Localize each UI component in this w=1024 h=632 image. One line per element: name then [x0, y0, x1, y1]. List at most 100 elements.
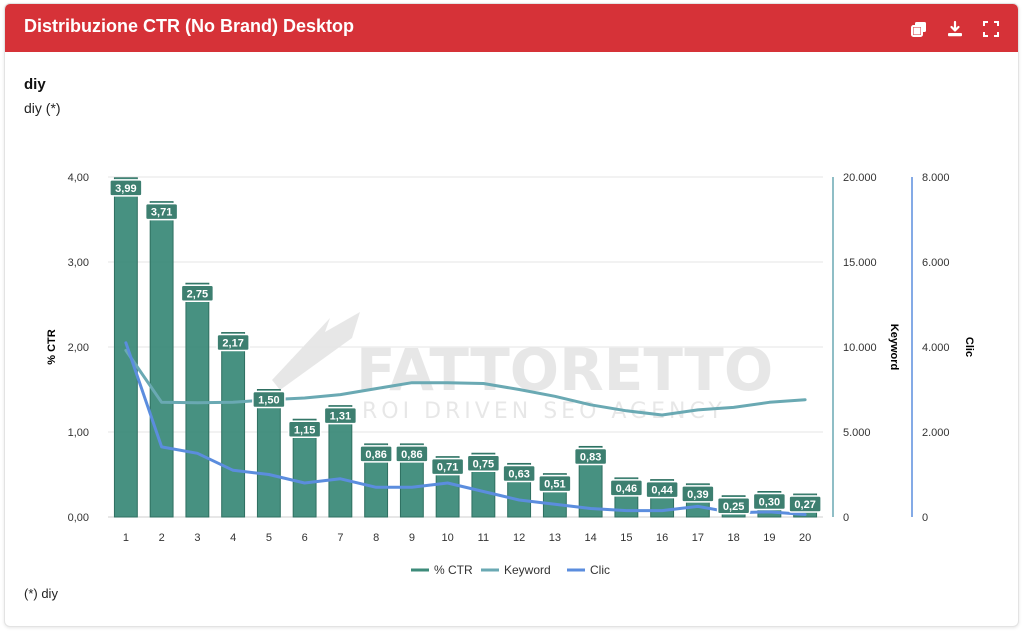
data-label-box — [144, 202, 179, 221]
data-label: 0,44 — [651, 485, 673, 497]
data-label-box — [752, 492, 787, 511]
chart-subtitle-bold: diy — [24, 76, 46, 93]
ctr-bar — [256, 389, 281, 518]
data-label-box — [359, 445, 393, 463]
data-label: 0,83 — [580, 451, 601, 463]
x-tick-label: 7 — [337, 532, 343, 544]
y-right2-tick-label: 0 — [922, 512, 928, 524]
data-label-box — [716, 497, 751, 515]
x-tick-label: 17 — [692, 532, 704, 544]
x-tick-label: 10 — [442, 532, 454, 544]
legend: % CTR Keyword Clic — [411, 563, 610, 577]
data-label-box — [109, 179, 143, 197]
y-right1-axis-title: Keyword — [888, 324, 900, 370]
chart-subtitle: diy (*) — [24, 100, 61, 116]
data-label: 0,27 — [794, 499, 815, 511]
copy-icon[interactable] — [910, 20, 928, 38]
y-right2-tick-label: 8.000 — [922, 172, 950, 184]
data-label-box — [395, 445, 429, 463]
y-left-tick-label: 0,00 — [68, 512, 89, 524]
data-label: 1,50 — [258, 395, 279, 407]
fullscreen-icon[interactable] — [982, 20, 1000, 38]
ctr-bar — [221, 332, 246, 518]
x-tick-label: 9 — [409, 532, 415, 544]
data-label: 0,86 — [401, 449, 422, 461]
ctr-bar — [185, 282, 210, 518]
axes: 0,001,002,003,004,0005.00010.00015.00020… — [46, 172, 975, 544]
data-label: 0,30 — [759, 497, 780, 509]
data-label: 0,51 — [544, 479, 565, 491]
y-right2-tick-label: 6.000 — [922, 257, 950, 269]
x-tick-label: 3 — [194, 532, 200, 544]
legend-item: Keyword — [504, 563, 551, 577]
data-label: 2,17 — [222, 338, 243, 350]
data-label-box — [252, 390, 286, 409]
keyword-line — [124, 348, 807, 417]
data-label: 0,46 — [616, 483, 637, 495]
ctr-bar — [149, 201, 174, 518]
data-label: 0,75 — [473, 458, 494, 470]
y-right2-axis-title: Clic — [963, 337, 975, 357]
card-title: Distribuzione CTR (No Brand) Desktop — [24, 16, 355, 36]
data-label: 3,99 — [115, 183, 136, 195]
data-label-box — [681, 485, 715, 503]
x-tick-label: 8 — [373, 532, 379, 544]
y-right1-tick-label: 15.000 — [843, 257, 877, 269]
y-right1-tick-label: 20.000 — [843, 172, 877, 184]
y-left-tick-label: 2,00 — [68, 342, 89, 354]
y-right1-tick-label: 10.000 — [843, 342, 877, 354]
ctr-bar — [328, 405, 353, 518]
data-label-box — [573, 447, 608, 466]
y-right2-tick-label: 2.000 — [922, 427, 950, 439]
data-label: 0,25 — [723, 501, 744, 513]
chart-footnote: (*) diy — [24, 586, 58, 601]
x-tick-label: 13 — [549, 532, 561, 544]
data-label-box — [287, 420, 322, 438]
x-tick-label: 20 — [799, 532, 811, 544]
x-tick-label: 15 — [620, 532, 632, 544]
watermark-name: FATTORETTO — [356, 336, 773, 404]
clic-line — [124, 341, 807, 516]
data-label: 2,75 — [187, 288, 208, 300]
y-left-tick-label: 1,00 — [68, 427, 89, 439]
y-left-tick-label: 3,00 — [68, 257, 89, 269]
watermark-tagline: ROI DRIVEN SEO AGENCY — [362, 399, 726, 424]
y-left-axis-title: % CTR — [46, 329, 58, 365]
data-label-box — [645, 480, 679, 499]
x-tick-label: 6 — [302, 532, 308, 544]
data-label-box — [323, 406, 358, 425]
legend-item: Clic — [590, 563, 610, 577]
y-right1-tick-label: 5.000 — [843, 427, 871, 439]
data-label-box — [180, 284, 215, 302]
x-tick-label: 2 — [159, 532, 165, 544]
data-label-box — [538, 474, 572, 493]
y-right2-tick-label: 4.000 — [922, 342, 950, 354]
data-label: 0,71 — [437, 462, 458, 474]
data-label-box — [609, 479, 644, 497]
y-left-tick-label: 4,00 — [68, 172, 89, 184]
data-label: 3,71 — [151, 207, 172, 219]
x-tick-label: 16 — [656, 532, 668, 544]
data-label-box — [502, 464, 536, 483]
x-tick-label: 5 — [266, 532, 272, 544]
download-icon[interactable] — [946, 20, 964, 38]
data-label: 1,31 — [330, 411, 351, 423]
data-label: 1,15 — [294, 424, 315, 436]
data-label-box — [430, 457, 465, 476]
data-label: 0,39 — [687, 489, 708, 501]
x-tick-label: 12 — [513, 532, 525, 544]
x-tick-label: 18 — [728, 532, 740, 544]
x-tick-label: 4 — [230, 532, 236, 544]
y-right1-tick-label: 0 — [843, 512, 849, 524]
ctr-bar — [113, 177, 138, 518]
x-tick-label: 1 — [123, 532, 129, 544]
card-header: Distribuzione CTR (No Brand) Desktop — [5, 4, 1018, 52]
data-label-box — [216, 333, 250, 352]
series-lines — [124, 341, 807, 516]
gridlines — [108, 176, 823, 518]
x-tick-label: 14 — [585, 532, 597, 544]
data-label-box — [788, 495, 822, 513]
data-labels: 3,99 3,71 2,75 2,17 1,50 1,15 1,31 0,86 0,86 0,71… — [109, 179, 822, 515]
x-tick-label: 19 — [763, 532, 775, 544]
